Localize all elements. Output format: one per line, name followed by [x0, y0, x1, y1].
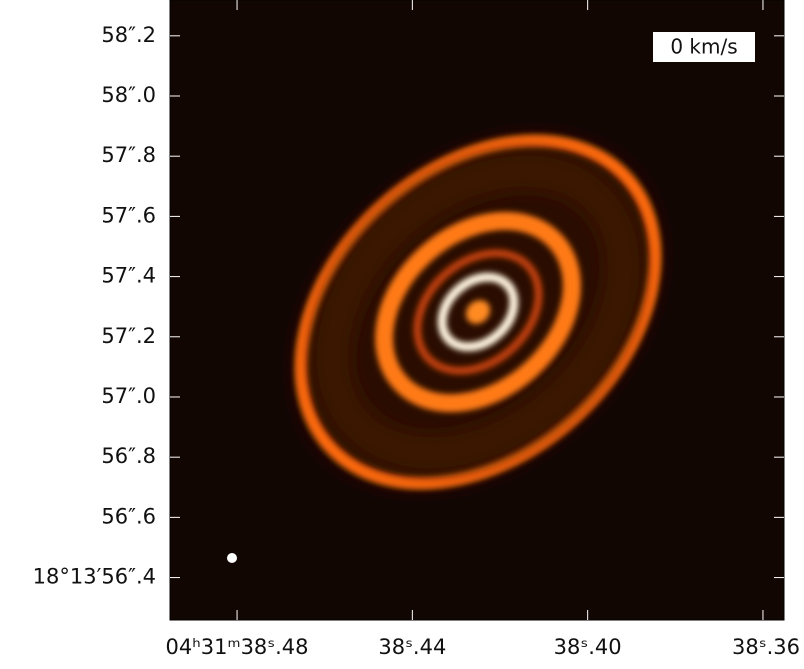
y-tick-label: 57″.8 [101, 143, 156, 167]
chart: 0 km/s 58″.2 58″.0 57″.8 57″.6 57″.4 57″.2 57″… [0, 0, 804, 665]
y-tick-label: 56″.6 [101, 504, 156, 528]
y-tick-label: 58″.0 [101, 83, 156, 107]
y-tick-label: 57″.2 [101, 324, 156, 348]
x-tick-label: 38ˢ.40 [554, 635, 622, 659]
y-tick-label: 57″.6 [101, 203, 156, 227]
y-tick-label: 58″.2 [101, 23, 156, 47]
annotation: 0 km/s [670, 35, 737, 59]
y-tick-label: 56″.8 [101, 444, 156, 468]
y-tick-label: 57″.4 [101, 264, 156, 288]
x-tick-label: 38ˢ.44 [378, 635, 446, 659]
x-tick-label: 38ˢ.36 [732, 635, 800, 659]
y-tick-label: 57″.0 [101, 384, 156, 408]
beam [227, 553, 237, 563]
y-tick-label: 18°13′56″.4 [33, 565, 156, 589]
x-tick-label: 04ʰ31ᵐ38ˢ.48 [166, 635, 309, 659]
